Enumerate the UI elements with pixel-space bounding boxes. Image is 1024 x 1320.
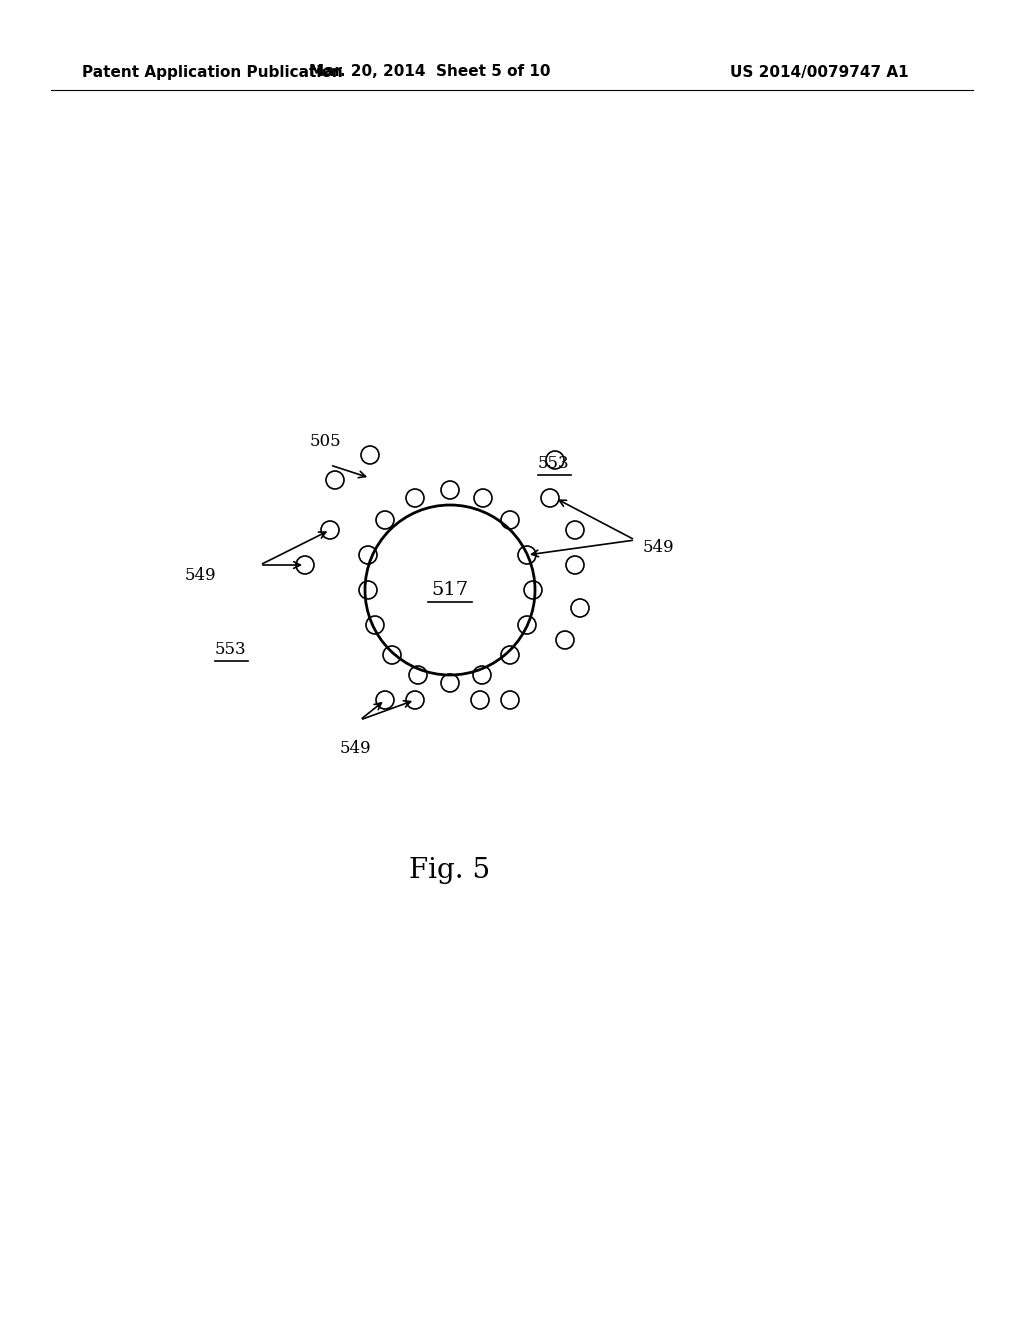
Text: 549: 549 <box>185 566 217 583</box>
Text: Mar. 20, 2014  Sheet 5 of 10: Mar. 20, 2014 Sheet 5 of 10 <box>309 65 551 79</box>
Text: Patent Application Publication: Patent Application Publication <box>82 65 343 79</box>
Text: 553: 553 <box>538 455 569 473</box>
Text: 549: 549 <box>643 540 675 557</box>
Text: 517: 517 <box>431 581 469 599</box>
Text: 553: 553 <box>215 642 247 657</box>
Text: 505: 505 <box>310 433 342 450</box>
Text: Fig. 5: Fig. 5 <box>410 857 490 883</box>
Text: 549: 549 <box>340 741 372 756</box>
Text: US 2014/0079747 A1: US 2014/0079747 A1 <box>730 65 908 79</box>
